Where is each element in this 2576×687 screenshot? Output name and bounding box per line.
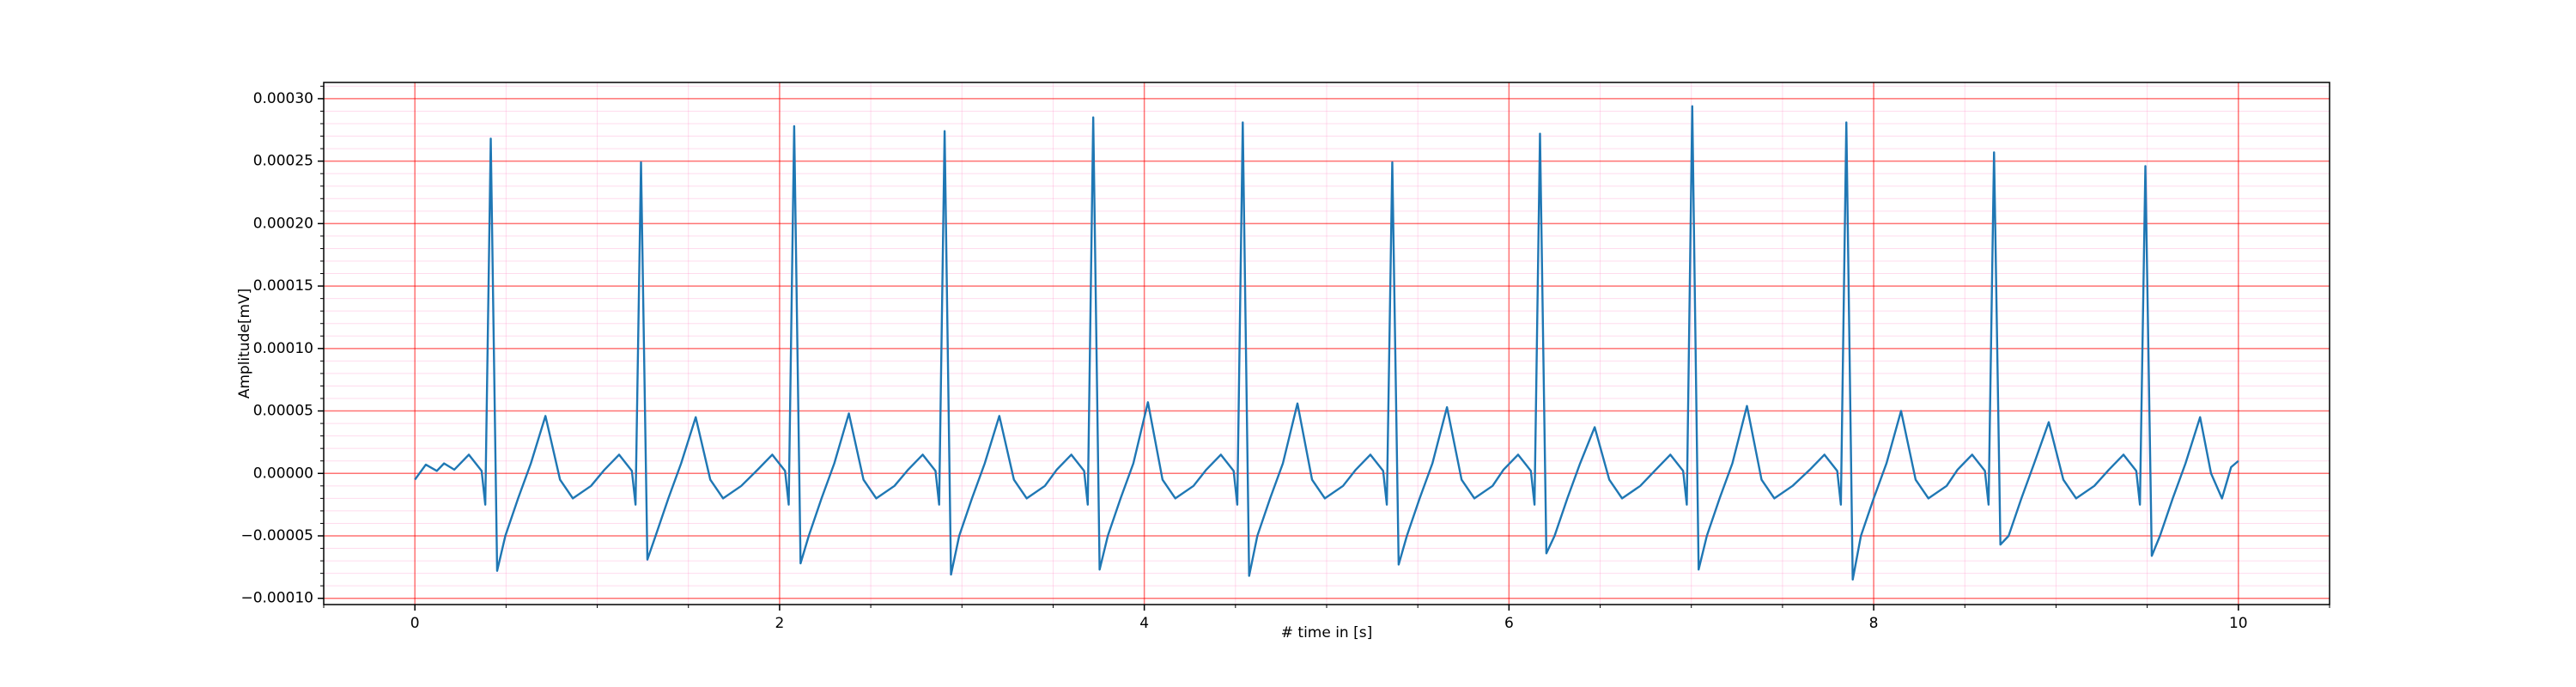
y-tick-label: −0.00010 [240,590,313,607]
y-tick-label: 0.00015 [253,277,313,295]
ecg-line [414,105,2239,581]
y-tick-label: 0.00030 [253,90,313,107]
y-tick-label: 0.00000 [253,465,313,482]
x-tick-label: 8 [1869,615,1879,632]
x-tick-label: 2 [775,615,784,632]
x-axis-label: # time in [s] [1281,624,1372,641]
y-tick-label: 0.00020 [253,215,313,232]
x-tick-label: 0 [410,615,420,632]
x-tick-label: 6 [1504,615,1514,632]
y-tick-label: −0.00005 [240,527,313,544]
y-tick-label: 0.00010 [253,340,313,357]
y-tick-label: 0.00025 [253,153,313,170]
plot-frame [323,82,2330,605]
y-tick-label: 0.00005 [253,403,313,420]
y-axis-label: Amplitude[mV] [236,289,253,399]
x-tick-label: 10 [2229,615,2248,632]
x-tick-label: 4 [1139,615,1149,632]
